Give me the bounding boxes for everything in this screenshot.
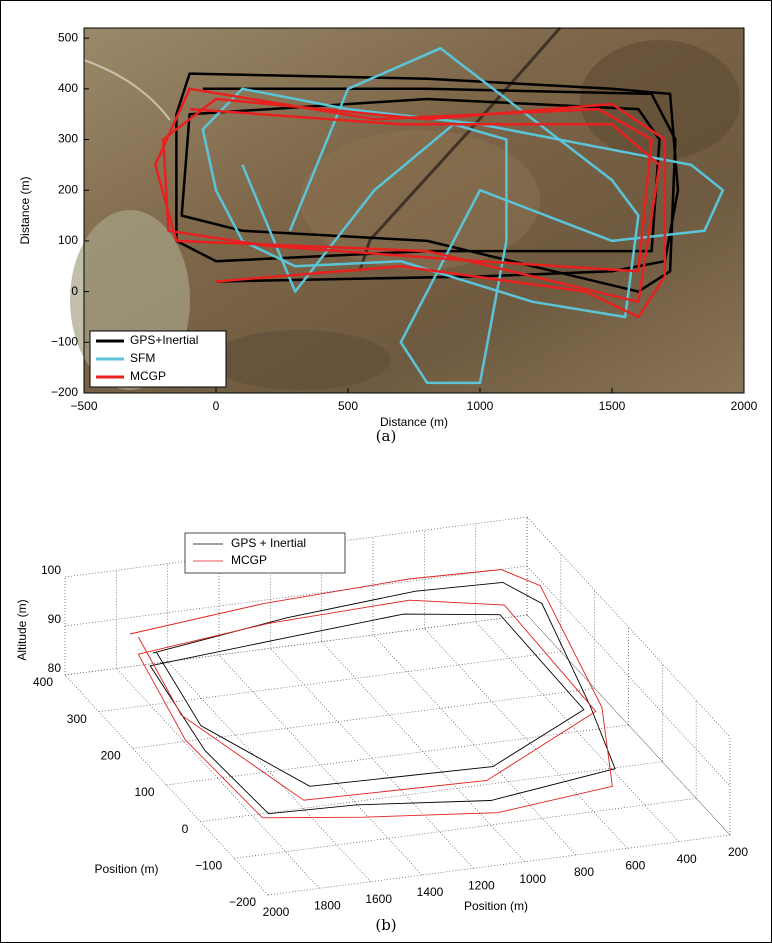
series-line bbox=[150, 582, 615, 813]
x-tick-label: 2000 bbox=[263, 905, 290, 919]
grid-line bbox=[65, 615, 527, 675]
z-tick-label: 80 bbox=[48, 661, 62, 675]
x-tick-label: 1400 bbox=[417, 885, 444, 899]
x-tick-label: 1800 bbox=[314, 899, 341, 913]
grid-line bbox=[133, 688, 595, 748]
legend-label: SFM bbox=[130, 351, 155, 365]
x-tick-label: −500 bbox=[70, 399, 97, 413]
x-tick-label: 800 bbox=[574, 865, 594, 879]
grid-line bbox=[65, 566, 527, 626]
legend-label: GPS+Inertial bbox=[130, 333, 198, 347]
y-tick-label: −100 bbox=[51, 334, 78, 348]
y-tick-label: −100 bbox=[195, 859, 222, 873]
caption: (a) bbox=[376, 427, 397, 445]
y-tick-label: 400 bbox=[33, 675, 53, 689]
y-tick-label: 100 bbox=[58, 233, 78, 247]
y-tick-label: 300 bbox=[67, 712, 87, 726]
y-tick-label: 500 bbox=[58, 30, 78, 44]
x-tick-label: 2000 bbox=[731, 399, 758, 413]
y-tick-label: 400 bbox=[58, 81, 78, 95]
y-tick-label: −200 bbox=[229, 895, 256, 909]
grid-line bbox=[424, 628, 627, 848]
x-tick-label: 1000 bbox=[467, 399, 494, 413]
grid-line bbox=[219, 655, 422, 875]
y-tick-label: −200 bbox=[51, 385, 78, 399]
y-tick-label: 300 bbox=[58, 132, 78, 146]
grid-line bbox=[268, 835, 730, 895]
y-axis-label: Position (m) bbox=[94, 862, 158, 876]
x-tick-label: 1600 bbox=[365, 892, 392, 906]
grid-line bbox=[168, 662, 371, 882]
x-tick-label: 0 bbox=[213, 399, 220, 413]
x-axis-label: Position (m) bbox=[464, 899, 528, 913]
legend-label: MCGP bbox=[231, 553, 267, 567]
y-tick-label: 200 bbox=[58, 182, 78, 196]
y-tick-label: 0 bbox=[71, 284, 78, 298]
x-tick-label: 1000 bbox=[519, 872, 546, 886]
legend-label: GPS + Inertial bbox=[231, 536, 306, 550]
page: −5000500100015002000−200−100010020030040… bbox=[0, 0, 772, 943]
y-tick-label: 200 bbox=[101, 749, 121, 763]
grid-line bbox=[200, 762, 662, 822]
grid-line bbox=[234, 798, 696, 858]
z-tick-label: 100 bbox=[41, 563, 61, 577]
x-tick-label: 1200 bbox=[468, 879, 495, 893]
x-tick-label: 1500 bbox=[599, 399, 626, 413]
z-axis-label: Altitude (m) bbox=[15, 599, 29, 660]
x-tick-label: 500 bbox=[338, 399, 358, 413]
grid-line bbox=[167, 725, 629, 785]
grid-line bbox=[99, 652, 561, 712]
y-tick-label: 100 bbox=[134, 785, 154, 799]
x-tick-label: 400 bbox=[677, 852, 697, 866]
y-tick-label: 0 bbox=[182, 822, 189, 836]
x-tick-label: 200 bbox=[728, 845, 748, 859]
caption: (b) bbox=[375, 916, 396, 934]
y-axis-label: Distance (m) bbox=[18, 176, 32, 244]
z-tick-label: 90 bbox=[48, 612, 62, 626]
legend-label: MCGP bbox=[130, 369, 166, 383]
figure: −5000500100015002000−200−100010020030040… bbox=[0, 0, 772, 943]
grid-line bbox=[373, 635, 576, 855]
x-tick-label: 600 bbox=[625, 859, 645, 873]
